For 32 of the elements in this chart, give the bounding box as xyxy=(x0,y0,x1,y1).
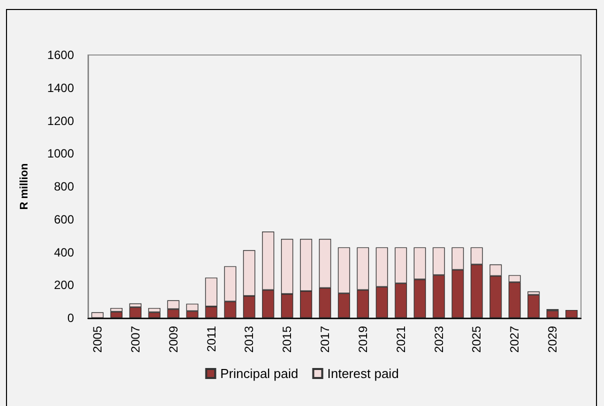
x-tick-label: 2011 xyxy=(204,326,218,352)
bar xyxy=(546,310,559,318)
x-tick-label: 2025 xyxy=(470,326,484,353)
bar xyxy=(110,312,123,318)
x-tick-label: 2017 xyxy=(318,326,332,353)
x-tick-label: 2027 xyxy=(508,326,522,353)
x-tick-label: 2007 xyxy=(128,326,142,353)
x-tick-label: 2021 xyxy=(394,326,408,353)
bar xyxy=(148,312,160,318)
y-tick-label: 1400 xyxy=(47,80,74,95)
x-tick-label: 2009 xyxy=(166,326,180,353)
x-tick-label: 2019 xyxy=(356,326,370,353)
bar xyxy=(129,307,142,318)
y-tick-label: 0 xyxy=(67,311,74,325)
y-tick-label: 600 xyxy=(54,212,74,226)
legend-label: Interest paid xyxy=(327,366,399,381)
y-tick-label: 1200 xyxy=(47,114,74,128)
y-axis-title: R million xyxy=(18,163,30,210)
y-tick-label: 1600 xyxy=(47,48,74,62)
x-tick-label: 2029 xyxy=(546,326,560,353)
bar xyxy=(565,310,578,318)
y-tick-label: 200 xyxy=(54,278,74,292)
bar xyxy=(91,312,104,318)
x-tick-label: 2013 xyxy=(242,326,256,353)
x-tick-label: 2023 xyxy=(432,326,446,353)
x-tick-label: 2005 xyxy=(90,326,104,353)
bar xyxy=(528,294,540,318)
y-tick-label: 1000 xyxy=(47,146,74,161)
x-tick-label: 2015 xyxy=(280,326,294,353)
y-tick-label: 400 xyxy=(54,245,74,260)
legend-label: Principal paid xyxy=(220,366,298,381)
y-tick-label: 800 xyxy=(54,180,74,194)
